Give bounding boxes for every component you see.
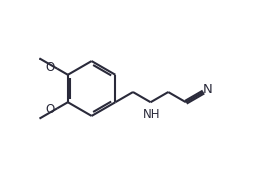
Text: O: O (46, 103, 55, 116)
Text: NH: NH (143, 108, 160, 121)
Text: O: O (46, 61, 55, 74)
Text: N: N (202, 83, 212, 96)
